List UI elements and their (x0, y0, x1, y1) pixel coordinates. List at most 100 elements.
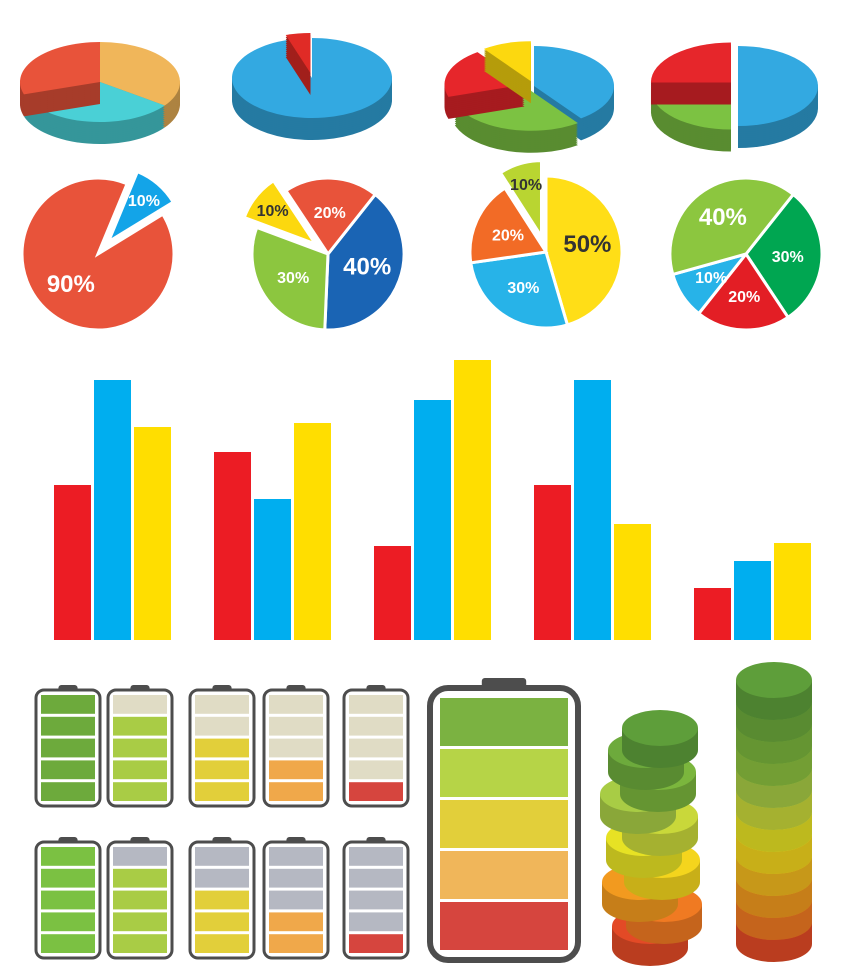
bar-group (214, 423, 331, 640)
battery-segment (349, 782, 403, 801)
pie-3d-top (100, 42, 180, 106)
coin-stack-loose (600, 710, 702, 966)
battery-segment (269, 934, 323, 953)
pie-slice-label: 30% (507, 280, 539, 297)
pie-3d-top (285, 33, 311, 74)
3d-pie-charts-row (19, 33, 818, 153)
pie-3d-4 (650, 42, 818, 152)
battery-segment (113, 738, 167, 758)
battery-segment (349, 934, 403, 953)
pie-3d-top (232, 38, 392, 119)
battery-segment (349, 890, 403, 910)
pie-3d-slice (738, 46, 818, 148)
battery-segment (113, 934, 167, 953)
battery-segment (41, 695, 95, 714)
pie-slice (696, 251, 791, 332)
pie-slice (105, 169, 176, 246)
battery-icon (262, 837, 330, 960)
bar (614, 524, 651, 640)
battery-segment (269, 890, 323, 910)
flat-pie-charts-row: 90%10%40%30%10% 20%50%30%20%10%30%20%10%4… (20, 159, 824, 332)
pie-slice-label: 10% (695, 270, 727, 287)
battery-segment (440, 800, 568, 848)
pie-slice-label: 20% (314, 205, 346, 222)
battery-segment (440, 749, 568, 797)
pie-slice (250, 225, 330, 332)
pie-flat-1: 90% 10% (20, 169, 176, 332)
battery-segment (440, 698, 568, 746)
pie-flat-4: 30% 20%10% 40% (668, 176, 824, 332)
pie-3d-slice (232, 38, 392, 140)
battery-segment (113, 695, 167, 714)
battery-segment (195, 695, 249, 714)
pie-slice-label: 50% (563, 231, 611, 258)
pie-3d-1 (19, 42, 181, 144)
pie-3d-top (738, 46, 818, 126)
pie-slice (323, 192, 406, 332)
battery-icon (262, 685, 330, 808)
pie-slice (283, 176, 378, 257)
battery-segment (195, 912, 249, 932)
battery-segment (41, 912, 95, 932)
coin-stack-charts (600, 662, 812, 966)
pie-3d-2 (232, 33, 392, 140)
bar-group (374, 360, 491, 640)
pie-slice-label: 30% (277, 270, 309, 287)
battery-icon (342, 685, 410, 808)
bar (734, 561, 771, 640)
pie-slice (668, 176, 796, 277)
battery-segment (113, 782, 167, 801)
pie-3d-top (483, 41, 531, 82)
battery-segment (41, 890, 95, 910)
battery-icon (34, 685, 102, 808)
battery-icon (342, 837, 410, 960)
bar (94, 380, 131, 640)
battery-segment (113, 912, 167, 932)
battery-segment (269, 738, 323, 758)
coin-stack-neat (736, 662, 812, 962)
battery-segment (349, 912, 403, 932)
battery-segment (269, 782, 323, 801)
battery-segment (195, 760, 249, 780)
bar (54, 485, 91, 640)
battery-segment (41, 868, 95, 888)
bar (294, 423, 331, 640)
battery-segment (195, 890, 249, 910)
pie-slice (544, 174, 624, 327)
pie-flat-2: 40% 30% 10% 20% (242, 176, 406, 332)
pie-slice-label: 10% (510, 177, 542, 194)
battery-segment (195, 934, 249, 953)
bar (374, 546, 411, 640)
pie-slice-label: 10% (257, 203, 289, 220)
battery-segment (41, 760, 95, 780)
battery-icon (106, 685, 174, 808)
battery-segment (195, 847, 249, 866)
battery-level-icons (34, 678, 581, 963)
pie-3d-slice (650, 42, 731, 105)
battery-segment (195, 738, 249, 758)
battery-segment (269, 847, 323, 866)
battery-segment (269, 760, 323, 780)
pie-3d-3 (444, 41, 615, 153)
bar (454, 360, 491, 640)
battery-segment (195, 716, 249, 736)
pie-slice-label: 30% (772, 249, 804, 266)
battery-segment (195, 782, 249, 801)
pie-3d-slice (444, 52, 525, 119)
pie-3d-slice (483, 41, 531, 104)
battery-segment (41, 934, 95, 953)
pie-slice-label: 40% (699, 204, 747, 231)
pie-slice-label: 20% (728, 289, 760, 306)
battery-icon (188, 685, 256, 808)
battery-segment (349, 738, 403, 758)
pie-flat-3: 50% 30% 20% 10% (468, 159, 624, 330)
pie-slice (20, 176, 176, 332)
battery-segment (440, 851, 568, 899)
pie-slice-label: 10% (128, 193, 160, 210)
battery-segment (349, 716, 403, 736)
pie-slice (468, 185, 549, 265)
pie-3d-top (650, 42, 731, 83)
battery-segment (349, 760, 403, 780)
pie-slice (498, 159, 543, 242)
